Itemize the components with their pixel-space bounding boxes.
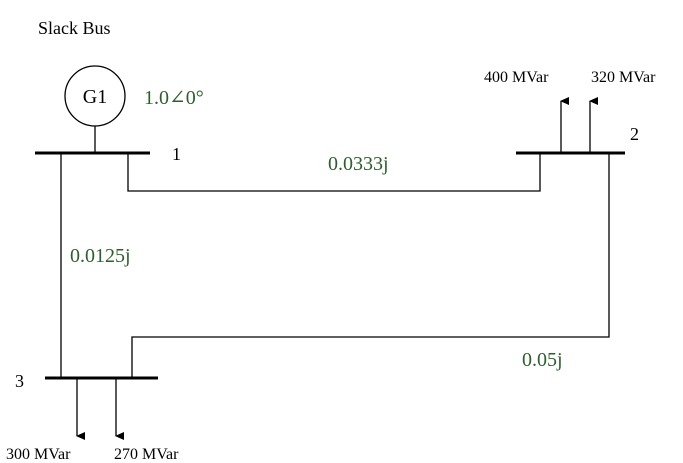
slack-bus-title: Slack Bus <box>38 18 111 38</box>
bus-2-label: 2 <box>630 124 639 144</box>
line-1-3-impedance: 0.0125j <box>70 245 131 267</box>
bus-3-load-2-label: 270 MVar <box>114 446 179 463</box>
bus-2-load-2-label: 320 MVar <box>591 69 656 86</box>
bus-1-label: 1 <box>172 144 181 164</box>
generator-label: G1 <box>83 86 107 108</box>
bus-3-label: 3 <box>15 371 24 391</box>
generator-g1: G1 <box>64 65 126 152</box>
line-1-2-impedance: 0.0333j <box>328 153 389 175</box>
line-2-3-impedance: 0.05j <box>522 349 563 371</box>
line-2-3 <box>131 153 610 378</box>
generator-voltage: 1.0∠0° <box>144 87 204 109</box>
bus-2-load-1-label: 400 MVar <box>484 69 549 86</box>
bus-3-load-1-label: 300 MVar <box>6 446 71 463</box>
line-1-2 <box>127 153 541 192</box>
